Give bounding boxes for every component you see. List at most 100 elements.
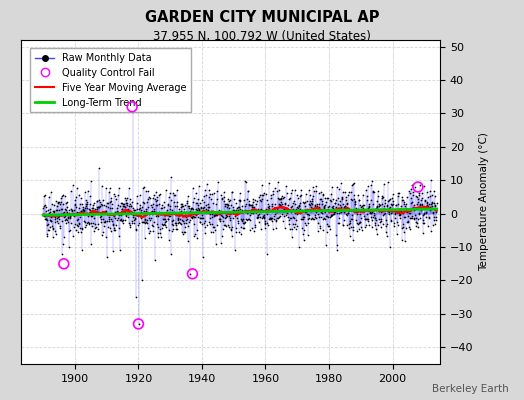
Point [86,193,95,200]
Point [70,211,78,217]
Point [117,217,125,223]
Point [345,218,354,224]
Point [399,224,407,230]
Point [224,202,233,208]
Point [225,205,233,212]
Point [320,205,329,212]
Point [186,211,194,218]
Point [47,218,56,224]
Point [247,207,256,213]
Point [290,198,299,204]
Point [355,197,364,203]
Point [171,203,179,210]
Point [153,202,161,208]
Point [272,209,280,215]
Point [206,215,214,222]
Point [227,188,236,195]
Point [309,216,318,223]
Point [39,205,47,211]
Point [226,197,234,203]
Point [215,209,224,216]
Point [407,200,416,206]
Point [392,208,400,215]
Point [412,220,421,226]
Point [152,194,161,200]
Point [231,247,239,254]
Point [396,206,405,212]
Point [425,193,434,199]
Point [315,222,324,229]
Point [250,206,259,212]
Point [50,212,59,218]
Point [316,206,324,212]
Point [88,222,96,229]
Point [228,206,237,213]
Point [314,200,323,207]
Point [416,215,424,221]
Point [154,223,162,230]
Point [333,184,342,190]
Point [237,203,246,209]
Point [421,204,429,210]
Point [187,205,195,212]
Point [244,200,253,207]
Point [203,180,211,187]
Point [61,220,70,226]
Point [141,208,150,214]
Point [50,208,58,215]
Point [173,226,181,232]
Point [423,199,431,205]
Point [367,182,375,188]
Point [273,206,281,212]
Point [252,209,260,216]
Point [428,198,436,205]
Point [144,225,152,232]
Point [66,213,74,220]
Point [324,214,332,220]
Point [122,212,130,218]
Point [88,220,96,226]
Point [95,203,103,210]
Point [182,219,190,226]
Point [111,208,119,215]
Point [125,185,134,192]
Point [386,196,395,202]
Point [285,220,293,227]
Point [136,205,144,211]
Point [324,194,332,201]
Point [307,200,315,206]
Point [172,226,180,232]
Point [402,219,411,225]
Point [299,214,308,220]
Point [313,201,322,207]
Point [352,204,360,211]
Point [367,196,375,203]
Point [362,187,370,194]
Point [126,202,135,209]
Point [397,202,406,209]
Point [304,212,313,218]
Point [336,206,345,213]
Point [263,197,271,204]
Point [236,230,245,237]
Point [258,192,266,198]
Point [161,211,169,217]
Point [117,200,126,206]
Point [417,190,425,196]
Point [412,193,420,200]
Point [181,224,190,230]
Text: Berkeley Earth: Berkeley Earth [432,384,508,394]
Point [148,211,156,218]
Point [170,220,179,226]
Point [226,225,235,232]
Point [408,213,416,220]
Point [276,196,285,202]
Point [339,221,347,228]
Point [168,228,176,234]
Point [409,189,418,196]
Point [50,214,59,220]
Point [217,191,225,198]
Point [234,206,242,213]
Point [316,196,324,202]
Point [57,211,65,218]
